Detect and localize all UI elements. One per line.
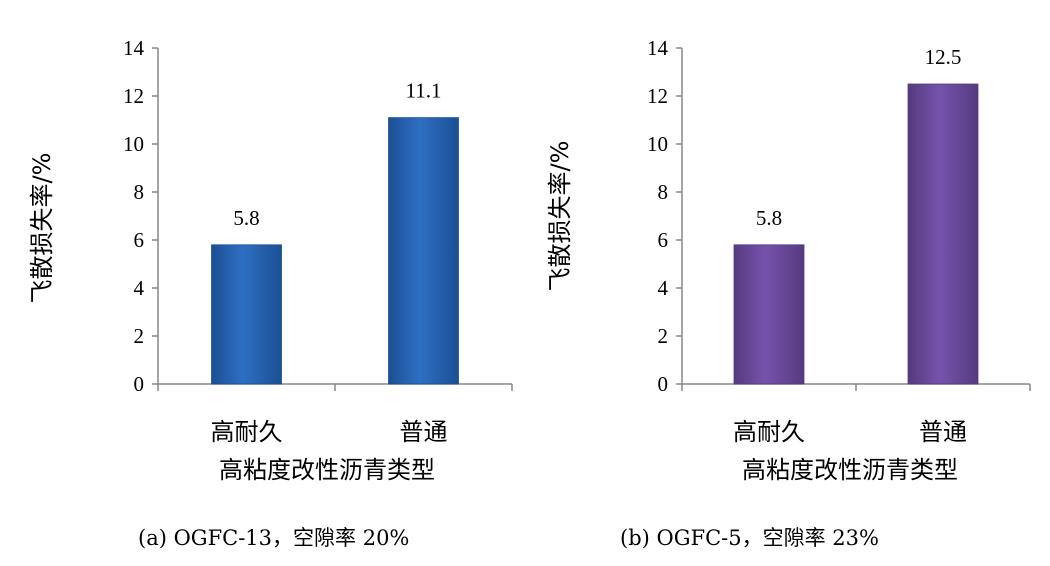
chart-a-category-label-0: 高耐久 [211, 418, 283, 446]
chart-a-caption: (a) OGFC-13，空隙率 20% [138, 526, 410, 550]
chart-a-ytick-label-4: 8 [134, 180, 145, 204]
chart-b-category-label-1: 普通 [919, 418, 967, 446]
chart-b-data-label-1: 12.5 [925, 45, 962, 69]
chart-a-ytick-label-7: 14 [123, 36, 145, 60]
chart-a-ytick-label-1: 2 [134, 324, 145, 348]
chart-b-y-axis-title: 飞散损失率/% [546, 141, 574, 292]
chart-a-bar-1 [388, 117, 459, 385]
chart-b-category-label-0: 高耐久 [733, 418, 805, 446]
chart-a-data-label-0: 5.8 [233, 206, 259, 230]
chart-b-ytick-label-7: 14 [647, 36, 669, 60]
chart-b-ytick-label-1: 2 [658, 324, 669, 348]
chart-a-bar-0 [211, 244, 282, 385]
chart-a-y-axis-title: 飞散损失率/% [28, 153, 56, 304]
chart-b-ytick-label-6: 12 [647, 84, 668, 108]
chart-b-bar-0 [733, 244, 805, 385]
chart-b-caption: (b) OGFC-5，空隙率 23% [620, 526, 879, 550]
chart-b-ytick-label-3: 6 [658, 228, 669, 252]
chart-b-ytick-label-4: 8 [658, 180, 669, 204]
chart-b-ytick-label-5: 10 [647, 132, 668, 156]
chart-b-bar-1 [907, 83, 979, 385]
chart-b-ytick-label-2: 4 [658, 276, 669, 300]
chart-a-ytick-label-5: 10 [123, 132, 144, 156]
chart-b-x-axis-title: 高粘度改性沥青类型 [742, 456, 958, 484]
chart-a-ytick-label-2: 4 [134, 276, 145, 300]
figure-canvas: 024681012145.8高耐久11.1普通高粘度改性沥青类型飞散损失率/% … [28, 36, 1031, 484]
chart-a-data-label-1: 11.1 [406, 79, 442, 103]
chart-a-x-axis-title: 高粘度改性沥青类型 [219, 456, 435, 484]
chart-b-data-label-0: 5.8 [756, 206, 782, 230]
chart-b-ytick-label-0: 0 [658, 372, 669, 396]
chart-a-ytick-label-3: 6 [134, 228, 145, 252]
chart-a-ytick-label-0: 0 [134, 372, 145, 396]
chart-a-category-label-1: 普通 [400, 418, 448, 446]
chart-a-ytick-label-6: 12 [123, 84, 144, 108]
